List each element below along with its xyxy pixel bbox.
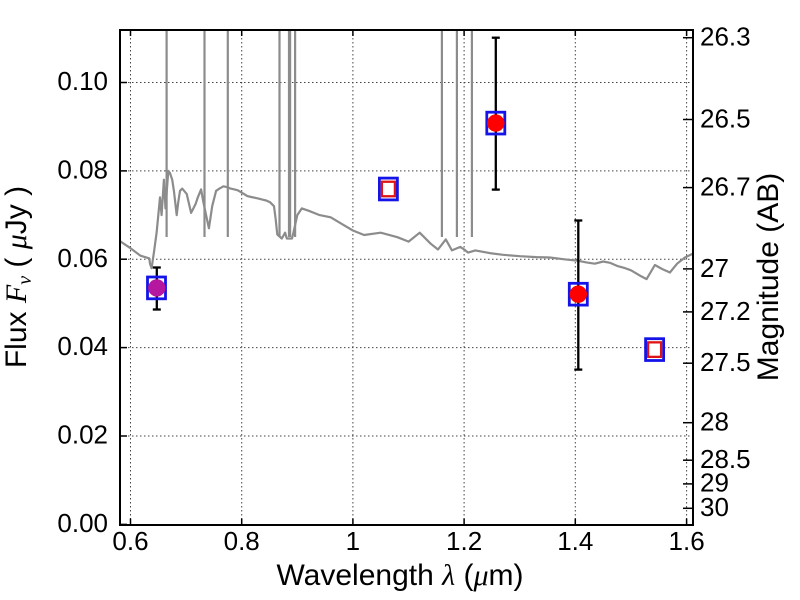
- svg-text:0.6: 0.6: [112, 526, 148, 556]
- svg-text:27.2: 27.2: [700, 296, 751, 326]
- svg-text:0.04: 0.04: [57, 331, 108, 361]
- svg-text:28: 28: [700, 407, 729, 437]
- svg-text:Magnitude (AB): Magnitude (AB): [752, 173, 785, 381]
- svg-text:0.06: 0.06: [57, 243, 108, 273]
- svg-text:26.3: 26.3: [700, 22, 751, 52]
- svg-text:0.10: 0.10: [57, 66, 108, 96]
- svg-text:27.5: 27.5: [700, 347, 751, 377]
- svg-text:Flux Fν ( μJy ): Flux Fν ( μJy ): [0, 186, 36, 368]
- svg-text:0.00: 0.00: [57, 508, 108, 538]
- svg-text:27: 27: [700, 253, 729, 283]
- svg-text:1.4: 1.4: [557, 526, 593, 556]
- svg-text:Wavelength λ (μm): Wavelength λ (μm): [276, 559, 523, 592]
- svg-text:0.8: 0.8: [224, 526, 260, 556]
- svg-text:1.2: 1.2: [446, 526, 482, 556]
- svg-text:26.5: 26.5: [700, 104, 751, 134]
- svg-text:0.02: 0.02: [57, 420, 108, 450]
- svg-text:26.7: 26.7: [700, 172, 751, 202]
- svg-text:30: 30: [700, 492, 729, 522]
- svg-text:1: 1: [346, 526, 360, 556]
- svg-text:1.6: 1.6: [669, 526, 705, 556]
- svg-text:0.08: 0.08: [57, 155, 108, 185]
